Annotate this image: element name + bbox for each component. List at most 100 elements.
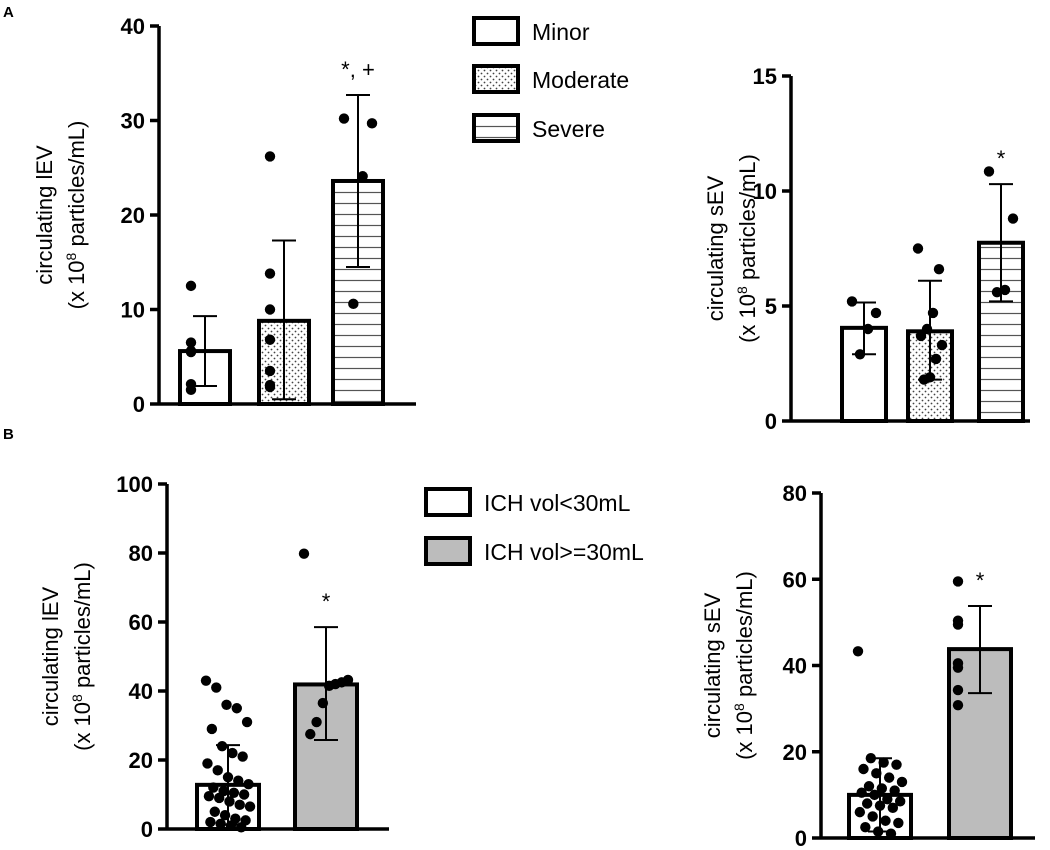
data-point bbox=[234, 799, 245, 811]
y-axis-label: circulating lEV bbox=[32, 145, 57, 285]
error-bar bbox=[272, 239, 296, 401]
data-point bbox=[214, 792, 225, 804]
data-point bbox=[224, 796, 235, 807]
data-point bbox=[264, 151, 276, 162]
error-bar bbox=[989, 183, 1013, 303]
data-point bbox=[865, 753, 877, 764]
data-point bbox=[216, 741, 228, 752]
data-point bbox=[894, 796, 906, 807]
data-point bbox=[237, 751, 248, 762]
data-point bbox=[896, 776, 908, 788]
data-point bbox=[854, 349, 866, 360]
data-point bbox=[264, 304, 276, 315]
data-point bbox=[211, 682, 222, 693]
data-point bbox=[221, 699, 232, 710]
y-tick-label: 20 bbox=[121, 203, 145, 228]
y-tick-label: 20 bbox=[129, 748, 153, 773]
data-point bbox=[206, 723, 218, 735]
y-tick-label: 60 bbox=[129, 610, 153, 635]
y-tick-label: 40 bbox=[783, 654, 807, 679]
significance-label: * bbox=[997, 146, 1006, 171]
data-point bbox=[298, 548, 310, 559]
data-point bbox=[317, 697, 329, 709]
data-point bbox=[185, 337, 197, 348]
legend-label-moderate: Moderate bbox=[532, 67, 629, 93]
data-point bbox=[871, 768, 882, 779]
data-point bbox=[244, 801, 256, 812]
significance-label: *, + bbox=[341, 57, 375, 82]
data-point bbox=[891, 759, 902, 770]
data-point bbox=[233, 775, 244, 786]
y-tick-label: 5 bbox=[765, 294, 777, 319]
data-point bbox=[212, 765, 223, 776]
y-tick-label: 0 bbox=[795, 826, 807, 850]
data-point bbox=[860, 822, 871, 833]
y-axis-unit-label: (x 108 particles/mL) bbox=[63, 121, 89, 310]
data-point bbox=[856, 787, 867, 798]
data-point bbox=[357, 171, 368, 182]
data-point bbox=[889, 785, 900, 796]
data-point bbox=[876, 783, 888, 794]
data-point bbox=[215, 818, 226, 830]
error-bar bbox=[968, 604, 992, 695]
y-axis-label: circulating lEV bbox=[38, 586, 63, 726]
data-point bbox=[921, 323, 933, 335]
legend-swatch-moderate bbox=[472, 64, 520, 94]
data-point bbox=[222, 772, 234, 783]
data-point bbox=[227, 747, 238, 759]
data-point bbox=[918, 374, 930, 385]
y-axis-label: circulating sEV bbox=[700, 592, 725, 738]
data-point bbox=[846, 296, 858, 307]
y-tick-label: 60 bbox=[783, 567, 807, 592]
data-point bbox=[927, 307, 939, 319]
data-point bbox=[882, 793, 893, 805]
data-point bbox=[874, 800, 886, 811]
significance-label: * bbox=[322, 589, 331, 614]
data-point bbox=[203, 791, 215, 802]
data-point bbox=[915, 330, 927, 342]
data-point bbox=[338, 113, 350, 124]
data-point bbox=[202, 758, 213, 769]
y-tick-label: 0 bbox=[141, 817, 153, 842]
panel-label-a: A bbox=[3, 4, 14, 21]
y-axis-unit-label: (x 108 particles/mL) bbox=[69, 562, 95, 751]
legend-swatch-small-volume bbox=[424, 487, 472, 517]
data-point bbox=[887, 802, 899, 814]
data-point bbox=[983, 166, 995, 177]
y-axis-unit-label: (x 108 particles/mL) bbox=[731, 571, 757, 760]
legend-a: Minor Moderate Severe bbox=[472, 16, 629, 143]
chart-a-right: * 0 5 10 15 circulating sEV (x 108 particles/m… bbox=[703, 64, 1030, 434]
data-point bbox=[200, 675, 212, 686]
data-point bbox=[311, 716, 322, 728]
y-tick-label: 20 bbox=[783, 740, 807, 765]
y-axis-unit-label: (x 108 particles/mL) bbox=[734, 154, 760, 343]
data-point bbox=[863, 781, 875, 792]
y-tick-label: 80 bbox=[129, 541, 153, 566]
y-tick-label: 0 bbox=[133, 392, 145, 417]
data-point bbox=[952, 662, 964, 673]
data-point bbox=[952, 684, 964, 696]
data-point bbox=[930, 353, 942, 365]
data-point bbox=[185, 384, 197, 396]
legend-swatch-minor bbox=[472, 16, 520, 46]
data-point bbox=[880, 815, 891, 826]
data-point bbox=[852, 646, 864, 657]
panel-label-b: B bbox=[3, 426, 14, 443]
data-point bbox=[241, 716, 253, 728]
data-point bbox=[264, 268, 276, 279]
data-point bbox=[205, 816, 216, 828]
data-point bbox=[305, 728, 316, 740]
data-point bbox=[952, 619, 964, 630]
legend-label-large-volume: ICH vol>=30mL bbox=[484, 539, 644, 565]
data-point bbox=[952, 699, 964, 711]
y-tick-label: 10 bbox=[121, 298, 145, 323]
data-point bbox=[264, 365, 276, 377]
data-point bbox=[936, 339, 948, 351]
data-point bbox=[869, 789, 880, 801]
data-point bbox=[870, 307, 882, 319]
data-point bbox=[883, 772, 895, 783]
data-point bbox=[185, 346, 197, 358]
legend-b: ICH vol<30mL ICH vol>=30mL bbox=[424, 487, 644, 566]
y-tick-label: 0 bbox=[765, 409, 777, 434]
